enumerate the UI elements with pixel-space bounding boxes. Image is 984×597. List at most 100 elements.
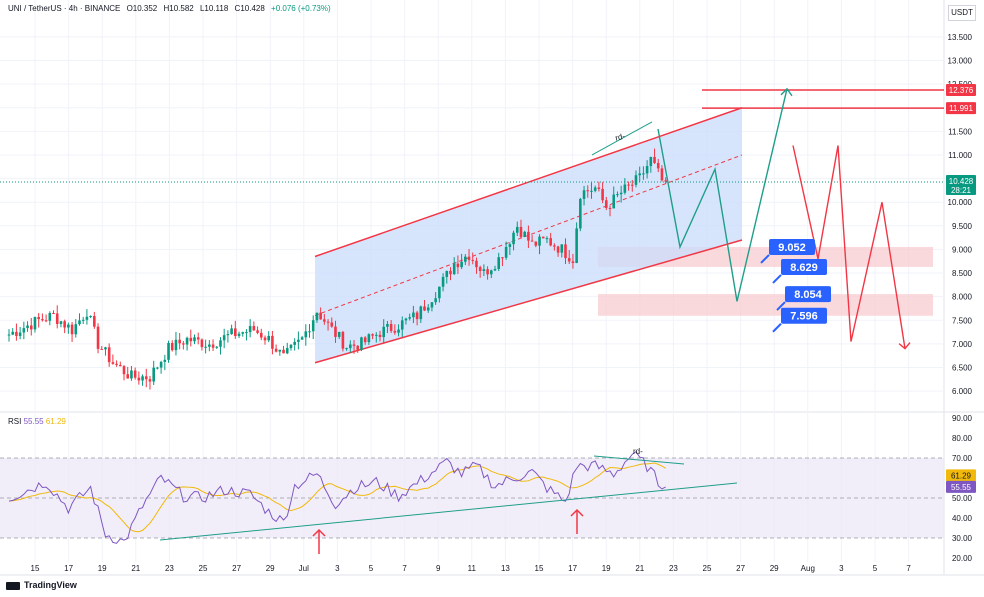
candle-body	[460, 261, 463, 268]
candle-body	[148, 379, 152, 382]
candle-body	[308, 331, 311, 333]
high-value: H10.582	[163, 4, 194, 13]
rsi-pane	[0, 450, 944, 554]
symbol-header: UNI / TetherUS · 4h · BINANCE O10.352 H1…	[8, 4, 335, 13]
candle-body	[59, 321, 63, 324]
candle-body	[274, 348, 278, 352]
candle-body	[523, 231, 526, 238]
candle-body	[341, 331, 345, 349]
candle-body	[564, 244, 567, 259]
candle-body	[467, 256, 471, 260]
candle-body	[15, 331, 18, 336]
candle-body	[608, 207, 612, 209]
time-tick-label: 19	[602, 564, 611, 573]
rsi-tick-label: 20.00	[952, 554, 973, 563]
candle-body	[215, 346, 219, 348]
candle-body	[334, 326, 337, 337]
candle-body	[441, 276, 445, 287]
candle-body	[271, 335, 274, 349]
levels	[0, 89, 944, 183]
candle-body	[67, 324, 70, 328]
symbol-label[interactable]: UNI / TetherUS · 4h · BINANCE	[8, 4, 121, 13]
time-tick-label: 27	[736, 564, 745, 573]
time-tick-label: 15	[31, 564, 40, 573]
low-value: L10.118	[199, 4, 229, 13]
target-label: 8.054	[794, 289, 822, 301]
candle-body	[96, 326, 100, 349]
candle-body	[404, 318, 408, 321]
candle-body	[41, 319, 44, 321]
candle-body	[93, 316, 96, 327]
candle-body	[638, 173, 641, 176]
target-label: 9.052	[778, 242, 806, 254]
candle-body	[234, 328, 237, 336]
target-label: 8.629	[790, 262, 818, 274]
tradingview-logo-icon	[6, 581, 20, 590]
candle-body	[182, 343, 185, 345]
candle-body	[167, 342, 170, 360]
candle-body	[89, 316, 92, 318]
candle-body	[530, 240, 534, 242]
candle-body	[456, 263, 460, 268]
price-tick-label: 11.500	[948, 127, 972, 136]
candle-body	[445, 270, 449, 277]
last-price-tag	[946, 174, 976, 195]
currency-button[interactable]: USDT	[948, 5, 976, 21]
candle-body	[645, 166, 649, 174]
candle-body	[601, 188, 604, 201]
candle-body	[196, 337, 200, 340]
price-tick-label: 6.000	[952, 387, 973, 396]
candle-body	[174, 339, 178, 351]
candle-body	[616, 194, 619, 196]
candle-body	[74, 324, 78, 335]
candle-body	[33, 317, 37, 330]
candle-body	[323, 319, 326, 322]
price-tick-label: 9.500	[952, 222, 973, 231]
candle-body	[656, 162, 660, 169]
rsi-label[interactable]: RSI	[8, 417, 22, 426]
candle-body	[630, 184, 634, 186]
rsi-tick-label: 50.00	[952, 494, 973, 503]
target-pointer	[772, 323, 782, 333]
candle-body	[122, 366, 126, 375]
candle-body	[315, 312, 319, 321]
candle-body	[326, 321, 330, 323]
time-tick-label: 19	[98, 564, 107, 573]
candle-body	[378, 334, 382, 338]
candle-body	[85, 316, 89, 320]
candle-body	[627, 184, 630, 186]
candle-body	[582, 190, 586, 199]
rsi-ma-tag	[946, 469, 976, 482]
bullish-projection-path	[657, 88, 788, 302]
candle-body	[586, 190, 590, 192]
rsi-trend-line	[159, 482, 738, 541]
rsi-arrow-head	[570, 508, 584, 517]
candle-body	[556, 246, 560, 253]
rsi-divergence-line	[593, 455, 685, 465]
candle-body	[349, 344, 352, 349]
candle-body	[297, 339, 300, 342]
candle-body	[619, 192, 623, 195]
candle-body	[649, 157, 653, 167]
candle-body	[415, 312, 419, 320]
candle-body	[426, 307, 430, 311]
rsi-arrow-head	[312, 528, 326, 537]
tradingview-brand[interactable]: TradingView	[6, 580, 77, 590]
candle-body	[519, 226, 523, 238]
candle-body	[590, 190, 593, 192]
candle-body	[575, 228, 578, 264]
candle-body	[508, 244, 512, 247]
rsi-line	[8, 450, 666, 544]
rsi-tick-label: 70.00	[952, 454, 973, 463]
candle-body	[560, 244, 564, 253]
rsi-value-tag-text: 55.55	[951, 483, 972, 492]
candle-body	[211, 344, 215, 348]
candle-body	[438, 286, 441, 299]
candle-body	[170, 342, 174, 351]
time-tick-label: 25	[199, 564, 208, 573]
candle-body	[634, 175, 638, 185]
time-tick-label: 23	[669, 564, 678, 573]
rsi-tick-label: 90.00	[952, 414, 973, 423]
candle-body	[193, 337, 196, 342]
